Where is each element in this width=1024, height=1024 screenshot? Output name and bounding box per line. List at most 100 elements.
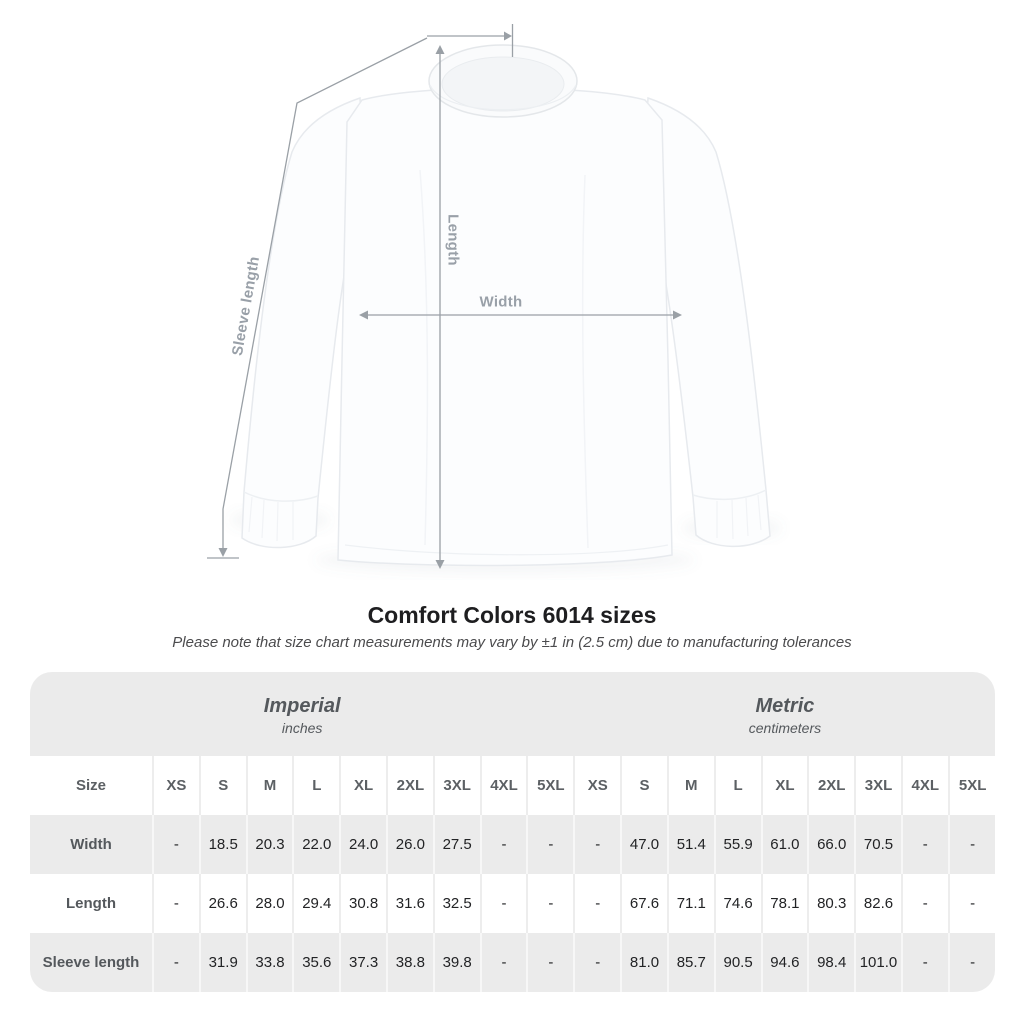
sleeve-metric-5xl: -: [947, 933, 995, 992]
sleeve-metric-4xl: -: [900, 933, 949, 992]
hem-seam: [344, 544, 669, 556]
row-label-sleeve-length: Sleeve length: [42, 954, 140, 971]
sleeve-length-arrowhead: [218, 548, 228, 557]
length-imperial-2xl: 31.6: [385, 874, 434, 933]
size-table: Imperial inches Metric centimeters Size …: [30, 672, 995, 992]
imperial-size-xs: XS: [152, 756, 200, 815]
sleeve-imperial-5xl: -: [526, 933, 575, 992]
width-imperial-xl: 24.0: [339, 815, 387, 874]
shirt-folds: [419, 169, 589, 549]
metric-size-xs: XS: [573, 756, 622, 815]
row-label-length: Length: [66, 895, 116, 912]
left-cuff-seam: [243, 491, 319, 502]
unit-group-row: Imperial inches Metric centimeters: [30, 672, 995, 756]
length-imperial-3xl: 32.5: [432, 874, 481, 933]
sleeve-imperial-xl: 37.3: [339, 933, 387, 992]
shirt-measurement-diagram: Sleeve length Length Width: [207, 24, 782, 574]
width-metric-m: 51.4: [666, 815, 715, 874]
sleeve-metric-xs: -: [573, 933, 622, 992]
sleeve-metric-l: 90.5: [713, 933, 762, 992]
width-arrowhead-left: [359, 310, 368, 320]
width-metric-2xl: 66.0: [807, 815, 856, 874]
length-metric-5xl: -: [947, 874, 995, 933]
length-imperial-xl: 30.8: [339, 874, 387, 933]
shirt-body: [337, 87, 673, 567]
length-metric-xl: 78.1: [760, 874, 809, 933]
tolerance-note: Please note that size chart measurements…: [172, 634, 852, 651]
width-label: Width: [479, 293, 523, 311]
table-row-width: Width - 18.5 20.3 22.0 24.0 26.0 27.5 - …: [30, 815, 995, 874]
metric-size-s: S: [620, 756, 668, 815]
imperial-size-3xl: 3XL: [432, 756, 481, 815]
length-label: Length: [444, 214, 462, 266]
width-metric-5xl: -: [947, 815, 995, 874]
width-metric-s: 47.0: [620, 815, 668, 874]
imperial-group-label: Imperial: [263, 694, 341, 717]
sleeve-imperial-l: 35.6: [292, 933, 341, 992]
shirt-right-sleeve: [643, 96, 771, 548]
sleeve-imperial-3xl: 39.8: [432, 933, 481, 992]
sleeve-imperial-4xl: -: [479, 933, 528, 992]
length-imperial-l: 29.4: [292, 874, 341, 933]
sleeve-imperial-2xl: 38.8: [385, 933, 434, 992]
sleeve-metric-s: 81.0: [620, 933, 668, 992]
imperial-size-l: L: [292, 756, 341, 815]
sleeve-metric-2xl: 98.4: [807, 933, 856, 992]
length-imperial-xs: -: [152, 874, 200, 933]
top-reference-arrowhead: [504, 31, 512, 41]
left-cuff-gathers: [248, 496, 294, 542]
metric-size-4xl: 4XL: [900, 756, 949, 815]
length-metric-xs: -: [573, 874, 622, 933]
width-imperial-m: 20.3: [245, 815, 294, 874]
metric-size-2xl: 2XL: [807, 756, 856, 815]
shirt-illustration: [207, 24, 782, 574]
width-metric-xs: -: [573, 815, 622, 874]
imperial-group-header: Imperial inches: [30, 672, 575, 756]
metric-size-xl: XL: [760, 756, 809, 815]
width-imperial-4xl: -: [479, 815, 528, 874]
width-metric-l: 55.9: [713, 815, 762, 874]
collar-inner: [441, 56, 565, 112]
sleeve-imperial-xs: -: [152, 933, 200, 992]
length-metric-s: 67.6: [620, 874, 668, 933]
sleeve-length-line: [222, 37, 428, 548]
size-header-row: Size XS S M L XL 2XL 3XL 4XL 5XL XS S M …: [30, 756, 995, 815]
table-row-length: Length - 26.6 28.0 29.4 30.8 31.6 32.5 -…: [30, 874, 995, 933]
metric-group-header: Metric centimeters: [574, 672, 995, 756]
imperial-size-s: S: [198, 756, 247, 815]
length-metric-m: 71.1: [666, 874, 715, 933]
length-imperial-s: 26.6: [198, 874, 247, 933]
shirt-left-sleeve: [241, 96, 365, 549]
size-table-container: Imperial inches Metric centimeters Size …: [30, 672, 995, 992]
width-imperial-5xl: -: [526, 815, 575, 874]
right-cuff-seam: [692, 489, 767, 501]
length-imperial-m: 28.0: [245, 874, 294, 933]
imperial-size-5xl: 5XL: [526, 756, 575, 815]
width-imperial-xs: -: [152, 815, 200, 874]
imperial-size-m: M: [245, 756, 294, 815]
length-metric-l: 74.6: [713, 874, 762, 933]
width-arrowhead-right: [673, 310, 682, 320]
sleeve-metric-xl: 94.6: [760, 933, 809, 992]
imperial-size-2xl: 2XL: [385, 756, 434, 815]
sleeve-imperial-s: 31.9: [198, 933, 247, 992]
row-label-width: Width: [70, 836, 112, 853]
width-imperial-l: 22.0: [292, 815, 341, 874]
sleeve-imperial-m: 33.8: [245, 933, 294, 992]
width-imperial-3xl: 27.5: [432, 815, 481, 874]
imperial-group-unit: inches: [281, 719, 323, 736]
width-imperial-s: 18.5: [198, 815, 247, 874]
table-row-sleeve-length: Sleeve length - 31.9 33.8 35.6 37.3 38.8…: [30, 933, 995, 992]
imperial-size-4xl: 4XL: [479, 756, 528, 815]
length-metric-2xl: 80.3: [807, 874, 856, 933]
metric-size-m: M: [666, 756, 715, 815]
width-imperial-2xl: 26.0: [385, 815, 434, 874]
width-metric-3xl: 70.5: [854, 815, 902, 874]
size-column-header: Size: [75, 777, 106, 794]
metric-group-label: Metric: [755, 694, 815, 717]
length-arrowhead-bottom: [435, 560, 445, 569]
sleeve-metric-m: 85.7: [666, 933, 715, 992]
metric-group-unit: centimeters: [748, 719, 822, 736]
length-arrowhead-top: [435, 45, 445, 54]
